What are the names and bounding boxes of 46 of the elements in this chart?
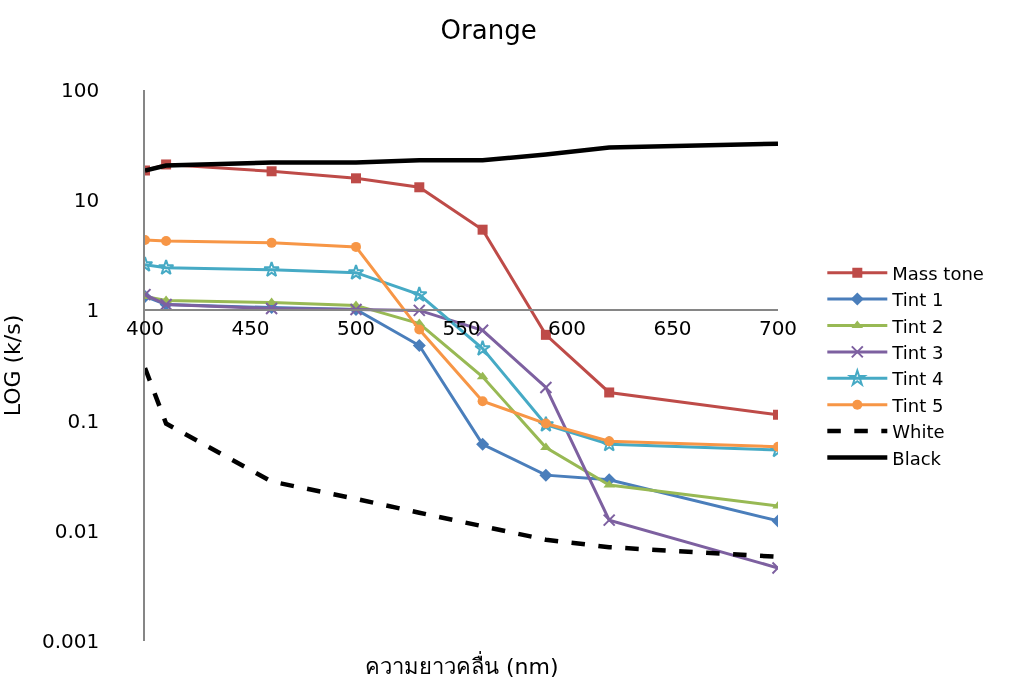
x-tick-label: 600 xyxy=(547,316,587,341)
point xyxy=(539,380,553,394)
legend-label: Mass tone xyxy=(892,262,984,284)
point xyxy=(474,339,491,356)
legend-label: Tint 5 xyxy=(891,394,944,416)
point xyxy=(410,285,428,302)
point xyxy=(414,324,425,335)
point xyxy=(476,437,490,451)
y-axis-title: LOG (k/s) xyxy=(0,314,26,417)
point xyxy=(477,396,488,407)
point xyxy=(604,387,615,398)
point xyxy=(477,224,488,235)
x-tick-label: 400 xyxy=(125,316,165,341)
legend-label: Tint 2 xyxy=(891,315,944,337)
point xyxy=(412,339,426,353)
y-tick-label: 1 xyxy=(86,298,100,323)
point xyxy=(414,182,425,193)
point xyxy=(412,303,426,317)
point xyxy=(540,329,551,340)
point xyxy=(347,263,365,280)
x-axis-title: ความยาวคลื่น (nm) xyxy=(365,651,559,679)
point xyxy=(161,235,172,246)
point xyxy=(539,468,553,482)
point xyxy=(266,166,277,177)
y-tick-label: 10 xyxy=(73,188,100,213)
x-tick-label: 650 xyxy=(653,316,692,341)
y-tick-label: 0.1 xyxy=(67,408,100,433)
legend-label: Tint 1 xyxy=(891,289,944,311)
x-tick-label: 450 xyxy=(231,316,270,341)
point xyxy=(602,513,616,527)
x-tick-label: 500 xyxy=(336,316,376,341)
legend-label: Tint 4 xyxy=(891,368,944,390)
point xyxy=(351,173,361,184)
point xyxy=(266,237,277,248)
legend-label: Black xyxy=(892,447,942,469)
y-tick-label: 100 xyxy=(61,78,100,102)
x-tick-label: 700 xyxy=(758,316,798,341)
point xyxy=(537,415,555,432)
y-tick-label: 0.01 xyxy=(54,518,100,543)
legend-label: White xyxy=(892,421,945,443)
point xyxy=(351,241,361,252)
chart-title: Orange xyxy=(440,14,537,45)
legend-label: Tint 3 xyxy=(891,341,944,363)
y-tick-label: 0.001 xyxy=(41,629,100,653)
point xyxy=(157,259,175,275)
point xyxy=(263,261,280,277)
